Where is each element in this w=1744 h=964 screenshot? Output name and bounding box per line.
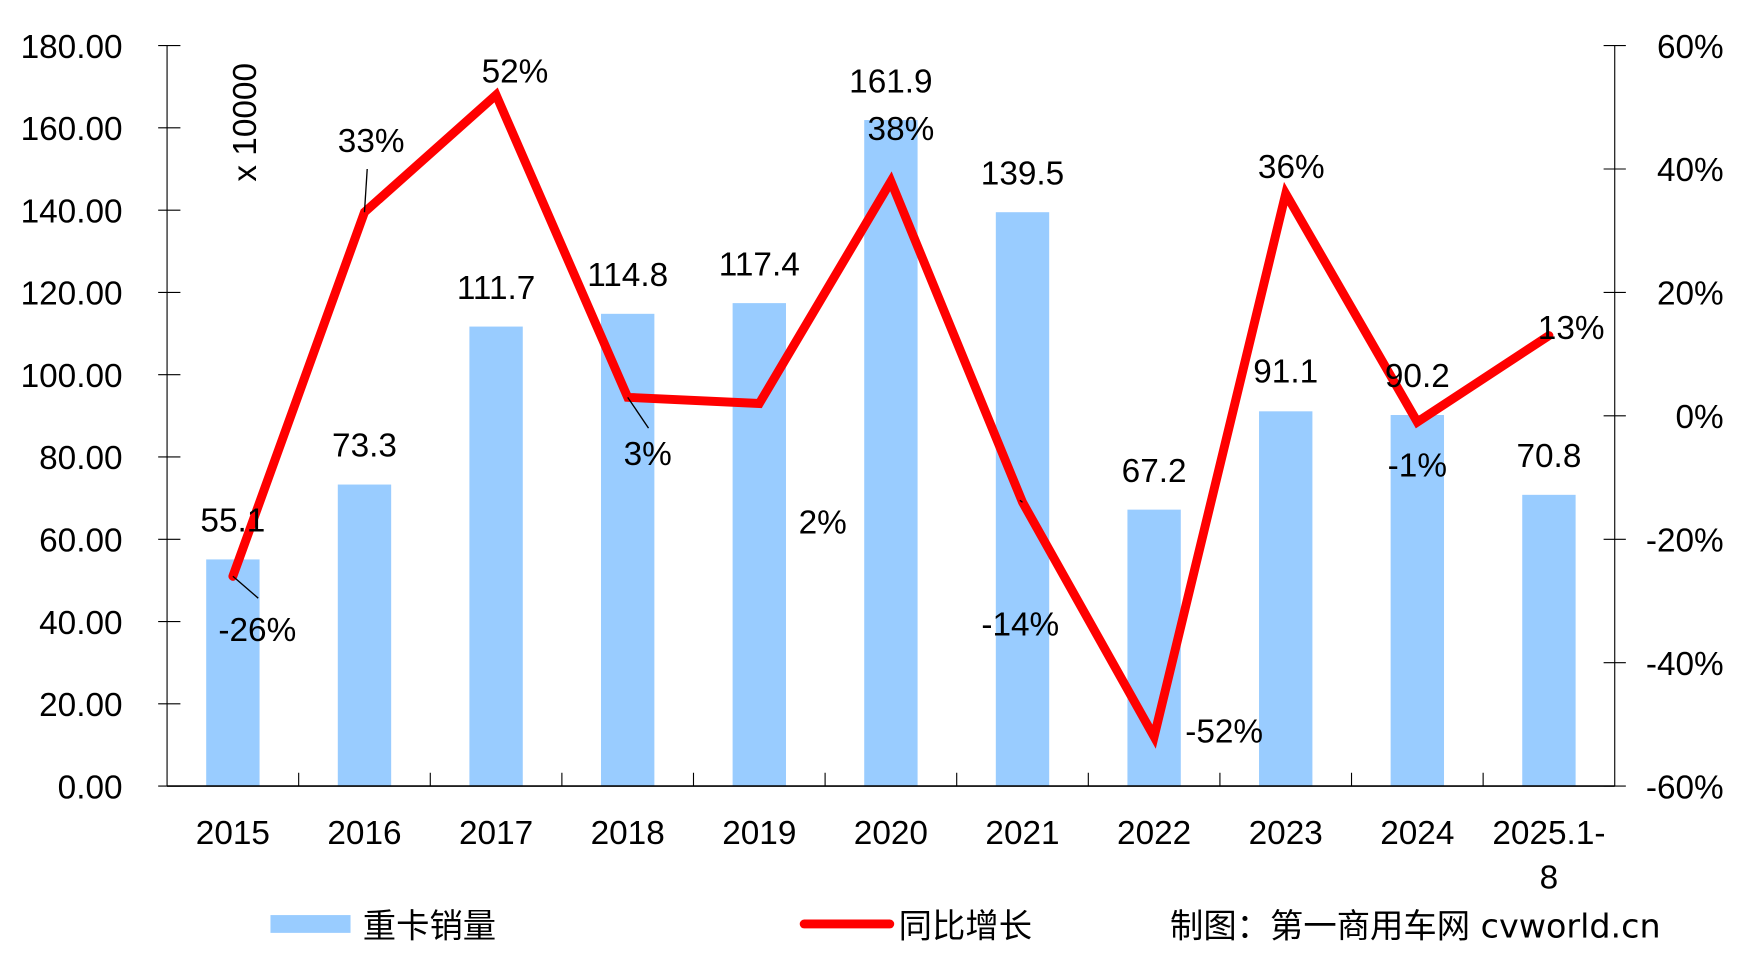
bar-value-label: 117.4 <box>719 246 800 283</box>
x-tick-label: 2025.1- <box>1492 815 1605 852</box>
left-tick-label: 140.00 <box>21 193 123 230</box>
legend-label-line: 同比增长 <box>899 906 1032 945</box>
bar-value-label: 70.8 <box>1516 438 1581 475</box>
right-tick-label: 0% <box>1675 399 1723 436</box>
leader-line <box>363 168 368 213</box>
bars-group <box>206 120 1576 787</box>
bar-value-label: 111.7 <box>457 270 535 307</box>
bar-2016 <box>337 484 392 787</box>
growth-value-label: 3% <box>624 436 672 473</box>
growth-value-label: -26% <box>218 612 296 649</box>
x-tick-label: 2018 <box>591 815 665 852</box>
growth-line <box>228 87 1554 749</box>
x-tick-label: 2021 <box>985 815 1059 852</box>
bar-2023 <box>1259 411 1313 787</box>
right-tick-label: -60% <box>1646 769 1724 806</box>
x-tick-label: 2024 <box>1380 815 1454 852</box>
x-tick-label: 2016 <box>327 815 401 852</box>
left-tick-label: 100.00 <box>21 358 123 395</box>
growth-value-label: 36% <box>1258 149 1325 186</box>
bar-value-label: 91.1 <box>1253 353 1318 390</box>
left-tick-label: 40.00 <box>39 605 122 642</box>
x-tick-label: 2017 <box>459 815 533 852</box>
axes-group: 0.00 20.00 40.00 60.00 80.00 100.00 120.00 140.… <box>21 29 1724 897</box>
x-tick-label: 2022 <box>1117 815 1191 852</box>
right-tick-label: -20% <box>1646 522 1724 559</box>
x-tick-label: 2015 <box>196 815 270 852</box>
growth-value-label: -14% <box>981 607 1059 644</box>
x-tick-label-wrap: 8 <box>1540 859 1559 896</box>
left-tick-label: 80.00 <box>39 440 122 477</box>
bar-value-label: 73.3 <box>332 428 397 465</box>
left-tick-label: 120.00 <box>21 276 123 313</box>
growth-value-label: 38% <box>868 111 935 148</box>
legend-label-bar: 重卡销量 <box>363 906 496 945</box>
bar-2018 <box>601 313 655 787</box>
left-tick-label: 160.00 <box>21 111 123 148</box>
bar-value-label: 67.2 <box>1122 453 1187 490</box>
line-group <box>228 87 1554 749</box>
legend: 重卡销量 同比增长 <box>270 906 1032 945</box>
x-tick-label: 2020 <box>854 815 928 852</box>
growth-value-label: 52% <box>482 54 549 91</box>
bar-value-label: 55.1 <box>200 503 265 540</box>
right-tick-label: 60% <box>1657 29 1724 66</box>
leader-line <box>627 396 650 429</box>
legend-swatch-bar <box>270 915 351 933</box>
bar-value-label: 161.9 <box>849 63 932 100</box>
x-tick-label: 2023 <box>1249 815 1323 852</box>
growth-value-label: 13% <box>1538 310 1605 347</box>
bar-2015 <box>206 559 260 787</box>
bar-2019 <box>732 303 786 787</box>
growth-value-label: 33% <box>338 123 405 160</box>
left-tick-label: 60.00 <box>39 522 122 559</box>
growth-value-label: -1% <box>1388 447 1447 484</box>
growth-value-label: -52% <box>1185 713 1263 750</box>
bar-value-label: 114.8 <box>587 257 668 294</box>
leader-line <box>232 575 259 599</box>
labels-group: 55.1 73.3 111.7 114.8 117.4 161.9 139.5 67.2 91.… <box>200 54 1604 751</box>
left-tick-label: 180.00 <box>21 29 123 66</box>
bar-2017 <box>469 326 523 787</box>
x-tick-label: 2019 <box>722 815 796 852</box>
bar-2024 <box>1390 415 1445 787</box>
left-axis-unit-label: x 10000 <box>227 63 264 182</box>
left-tick-label: 0.00 <box>58 769 123 806</box>
leader-line <box>1019 499 1023 503</box>
bar-value-label: 139.5 <box>981 155 1064 192</box>
right-tick-label: 40% <box>1657 152 1724 189</box>
bar-value-label: 90.2 <box>1385 358 1450 395</box>
bar-2025.1-8 <box>1522 494 1576 787</box>
chart-credit: 制图：第一商用车网 cvworld.cn <box>1170 906 1661 945</box>
right-tick-label: -40% <box>1646 646 1724 683</box>
growth-value-label: 2% <box>799 505 847 542</box>
left-tick-label: 20.00 <box>39 687 122 724</box>
right-tick-label: 20% <box>1657 276 1724 313</box>
